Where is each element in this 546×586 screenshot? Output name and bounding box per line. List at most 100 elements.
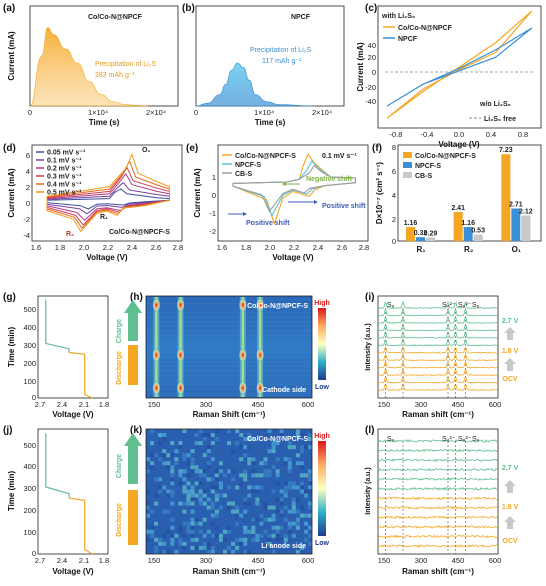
heat-cell xyxy=(210,505,215,510)
heat-band-core xyxy=(258,297,262,397)
heat-cell xyxy=(235,457,240,462)
heat-cell xyxy=(186,493,191,498)
heat-cell xyxy=(239,457,244,462)
heat-cell xyxy=(150,457,155,462)
heat-cell xyxy=(190,545,195,550)
heat-cell xyxy=(202,429,207,434)
heat-cell xyxy=(206,505,211,510)
panel-h: (h) Charge Discharge Co/Co-N@NPCF-S Cath… xyxy=(116,292,330,419)
heat-cell xyxy=(206,529,211,534)
heat-cell xyxy=(182,497,187,502)
legend-label: Co/Co-N@NPCF-S xyxy=(415,153,476,160)
heat-cell xyxy=(287,445,292,450)
x-axis-label: Voltage (V) xyxy=(86,253,128,262)
heat-cell xyxy=(287,525,292,530)
raman-curve xyxy=(377,496,499,501)
heat-spot xyxy=(256,298,265,312)
y-tick-label: 100 xyxy=(23,528,36,537)
voltage-label: 1.8 V xyxy=(502,504,519,511)
bar xyxy=(463,227,473,241)
heat-cell xyxy=(287,457,292,462)
heat-cell xyxy=(271,445,276,450)
y-tick-label: 0 xyxy=(372,68,376,77)
heat-cell xyxy=(150,501,155,506)
data-label: 2.41 xyxy=(451,205,465,212)
annotation: Precipitation of Li₂S xyxy=(95,61,156,68)
heat-cell xyxy=(251,473,256,478)
heat-cell xyxy=(182,457,187,462)
y-tick-label: 8 xyxy=(392,143,396,152)
raman-curve xyxy=(377,544,499,548)
cv-curve-0.5 xyxy=(46,154,170,232)
voltage-label: 2.7 V xyxy=(502,465,519,472)
bar xyxy=(416,237,425,241)
x-tick-label: 1.8 xyxy=(99,400,109,409)
heat-cell xyxy=(174,449,179,454)
heat-cell xyxy=(218,521,223,526)
heat-cell xyxy=(271,449,276,454)
bar xyxy=(473,234,483,241)
heat-cell xyxy=(279,461,284,466)
heat-cell xyxy=(299,465,304,470)
heat-cell xyxy=(170,473,175,478)
heat-cell xyxy=(303,513,308,518)
heat-cell xyxy=(194,433,199,438)
heat-cell xyxy=(206,461,211,466)
heat-cell xyxy=(182,477,187,482)
heat-cell xyxy=(267,505,272,510)
heat-cell xyxy=(186,529,191,534)
heat-cell xyxy=(235,509,240,514)
charge-arrow-shaft xyxy=(128,444,138,484)
heat-cell xyxy=(182,533,187,538)
y-tick-label: 0 xyxy=(32,393,36,402)
heat-cell xyxy=(202,437,207,442)
heat-cell xyxy=(295,433,300,438)
heat-cell xyxy=(162,501,167,506)
y-tick-label: -2 xyxy=(23,215,30,224)
charge-label: Charge xyxy=(116,454,123,478)
heat-cell xyxy=(198,521,203,526)
heat-cell xyxy=(162,453,167,458)
bar-series: 1.160.320.29R₁2.411.160.53R₂7.232.712.12… xyxy=(404,147,533,254)
heat-cell xyxy=(247,509,252,514)
heat-cell xyxy=(283,437,288,442)
cv-series-co xyxy=(386,10,533,119)
heat-cell xyxy=(267,533,272,538)
heat-cell xyxy=(166,453,171,458)
heat-cell xyxy=(243,549,248,554)
heat-cell xyxy=(303,445,308,450)
arrow-head xyxy=(314,200,318,204)
cv-curves xyxy=(46,154,170,232)
heat-cell xyxy=(222,489,227,494)
heat-cell xyxy=(291,501,296,506)
heat-cell xyxy=(170,541,175,546)
y-tick-label: 2 xyxy=(26,183,30,192)
raman-curve xyxy=(377,382,499,391)
heat-cell xyxy=(255,469,260,474)
peak-label: R₂ xyxy=(66,231,74,238)
heat-cell xyxy=(239,437,244,442)
heat-spot xyxy=(256,348,265,362)
heat-cell xyxy=(202,453,207,458)
x-tick-label: 300 xyxy=(415,400,428,409)
voltage-time-curve xyxy=(69,351,93,399)
heat-cell xyxy=(186,525,191,530)
heat-spot xyxy=(152,381,161,395)
heat-cell xyxy=(239,501,244,506)
heat-cell xyxy=(259,473,264,478)
x-axis-label: Voltage (V) xyxy=(438,140,480,149)
heat-cell xyxy=(231,549,236,554)
heat-cell xyxy=(295,521,300,526)
up-arrow xyxy=(504,358,516,371)
heat-cell xyxy=(231,449,236,454)
heat-cell xyxy=(291,529,296,534)
heat-cell xyxy=(251,517,256,522)
heat-cell xyxy=(299,445,304,450)
heat-cell xyxy=(283,485,288,490)
heat-cell xyxy=(239,513,244,518)
heat-cell xyxy=(170,517,175,522)
x-tick-label: 0 xyxy=(194,108,198,117)
heat-cell xyxy=(231,525,236,530)
x-axis-label: Voltage (V) xyxy=(52,567,94,576)
heat-cell xyxy=(202,433,207,438)
